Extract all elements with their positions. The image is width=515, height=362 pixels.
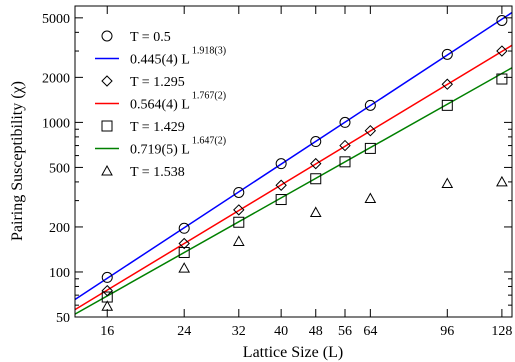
legend-label: T = 1.295 — [130, 75, 185, 90]
data-point-square — [364, 142, 376, 154]
y-tick-label: 200 — [49, 221, 70, 236]
data-point-circle — [310, 136, 322, 148]
legend-entry: T = 1.295 — [101, 75, 185, 90]
y-axis-title: Pairing Susceptibility (χ) — [9, 81, 26, 241]
plot-frame — [74, 5, 513, 318]
data-point-square — [233, 216, 245, 228]
legend-label: 0.719(5) L — [130, 143, 190, 158]
data-point-square — [310, 173, 322, 185]
legend-exponent: 1.918(3) — [192, 46, 226, 57]
fit-lines — [74, 11, 513, 315]
legend-marker-square — [101, 120, 113, 132]
fit-line-3 — [74, 44, 513, 311]
data-point-triangle — [232, 235, 245, 246]
legend-label: 0.564(4) L — [130, 98, 190, 113]
legend: T = 0.50.445(4) L1.918(3)T = 1.2950.564(… — [95, 30, 226, 180]
legend-entry: T = 1.538 — [101, 164, 185, 180]
y-tick-label: 500 — [49, 161, 70, 176]
data-point-diamond — [339, 139, 351, 152]
data-point-circle — [441, 48, 453, 60]
data-point-diamond — [496, 45, 508, 57]
legend-marker-triangle — [101, 164, 113, 176]
x-tick-label: 24 — [177, 324, 191, 339]
legend-label: T = 1.538 — [130, 165, 185, 180]
data-points — [101, 14, 508, 311]
data-point-circle — [178, 222, 190, 234]
tick-labels: 16 24 32 40 48 56 64 96 128 50 100 200 500 1000 2000 50… — [42, 12, 512, 339]
x-tick-label: 16 — [100, 324, 114, 339]
x-tick-label: 56 — [338, 324, 352, 339]
legend-marker-diamond — [101, 75, 113, 87]
data-point-triangle — [496, 175, 508, 187]
data-point-triangle — [101, 300, 114, 311]
data-point-triangle — [441, 177, 454, 189]
legend-entry: 0.564(4) L1.767(2) — [95, 91, 226, 113]
x-tick-label: 32 — [232, 324, 246, 339]
x-tick-label: 64 — [363, 324, 377, 339]
data-point-diamond — [441, 78, 454, 90]
data-point-square — [339, 156, 351, 168]
axis-ticks — [75, 6, 512, 318]
legend-exponent: 1.767(2) — [192, 91, 226, 102]
legend-entry: T = 0.5 — [101, 30, 171, 45]
data-point-circle — [364, 99, 376, 111]
legend-exponent: 1.647(2) — [192, 136, 226, 147]
legend-entry: 0.445(4) L1.918(3) — [95, 46, 226, 68]
y-tick-label: 100 — [49, 266, 70, 281]
x-axis-title: Lattice Size (L) — [243, 344, 343, 361]
data-point-diamond — [178, 237, 190, 250]
y-tick-label: 5000 — [42, 12, 70, 27]
data-point-square — [441, 99, 453, 111]
legend-label: 0.445(4) L — [130, 53, 190, 68]
legend-label: T = 1.429 — [130, 120, 185, 135]
fit-line-1 — [74, 11, 513, 301]
data-point-circle — [275, 158, 287, 170]
legend-label: T = 0.5 — [130, 30, 171, 45]
data-point-square — [275, 194, 287, 206]
legend-entry: T = 1.429 — [101, 120, 185, 135]
data-point-circle — [496, 14, 508, 26]
data-point-square — [496, 73, 508, 85]
legend-marker-circle — [101, 30, 113, 42]
legend-entry: 0.719(5) L1.647(2) — [95, 136, 226, 158]
x-tick-label: 40 — [274, 324, 288, 339]
x-tick-label: 96 — [440, 324, 454, 339]
data-point-triangle — [178, 262, 191, 273]
x-tick-label: 48 — [309, 324, 323, 339]
data-point-square — [178, 246, 190, 258]
data-point-triangle — [364, 192, 377, 203]
data-point-diamond — [101, 284, 113, 297]
data-point-diamond — [275, 179, 287, 191]
data-point-diamond — [310, 157, 322, 170]
y-tick-label: 50 — [56, 311, 70, 326]
y-tick-label: 2000 — [42, 71, 70, 86]
x-tick-label: 128 — [491, 324, 512, 339]
data-point-circle — [101, 271, 113, 283]
data-point-triangle — [309, 206, 322, 217]
y-tick-label: 1000 — [42, 116, 70, 131]
data-point-circle — [233, 186, 245, 198]
data-point-diamond — [364, 124, 377, 137]
fit-line-5 — [74, 67, 513, 315]
data-point-diamond — [233, 204, 245, 216]
data-point-circle — [339, 116, 351, 128]
